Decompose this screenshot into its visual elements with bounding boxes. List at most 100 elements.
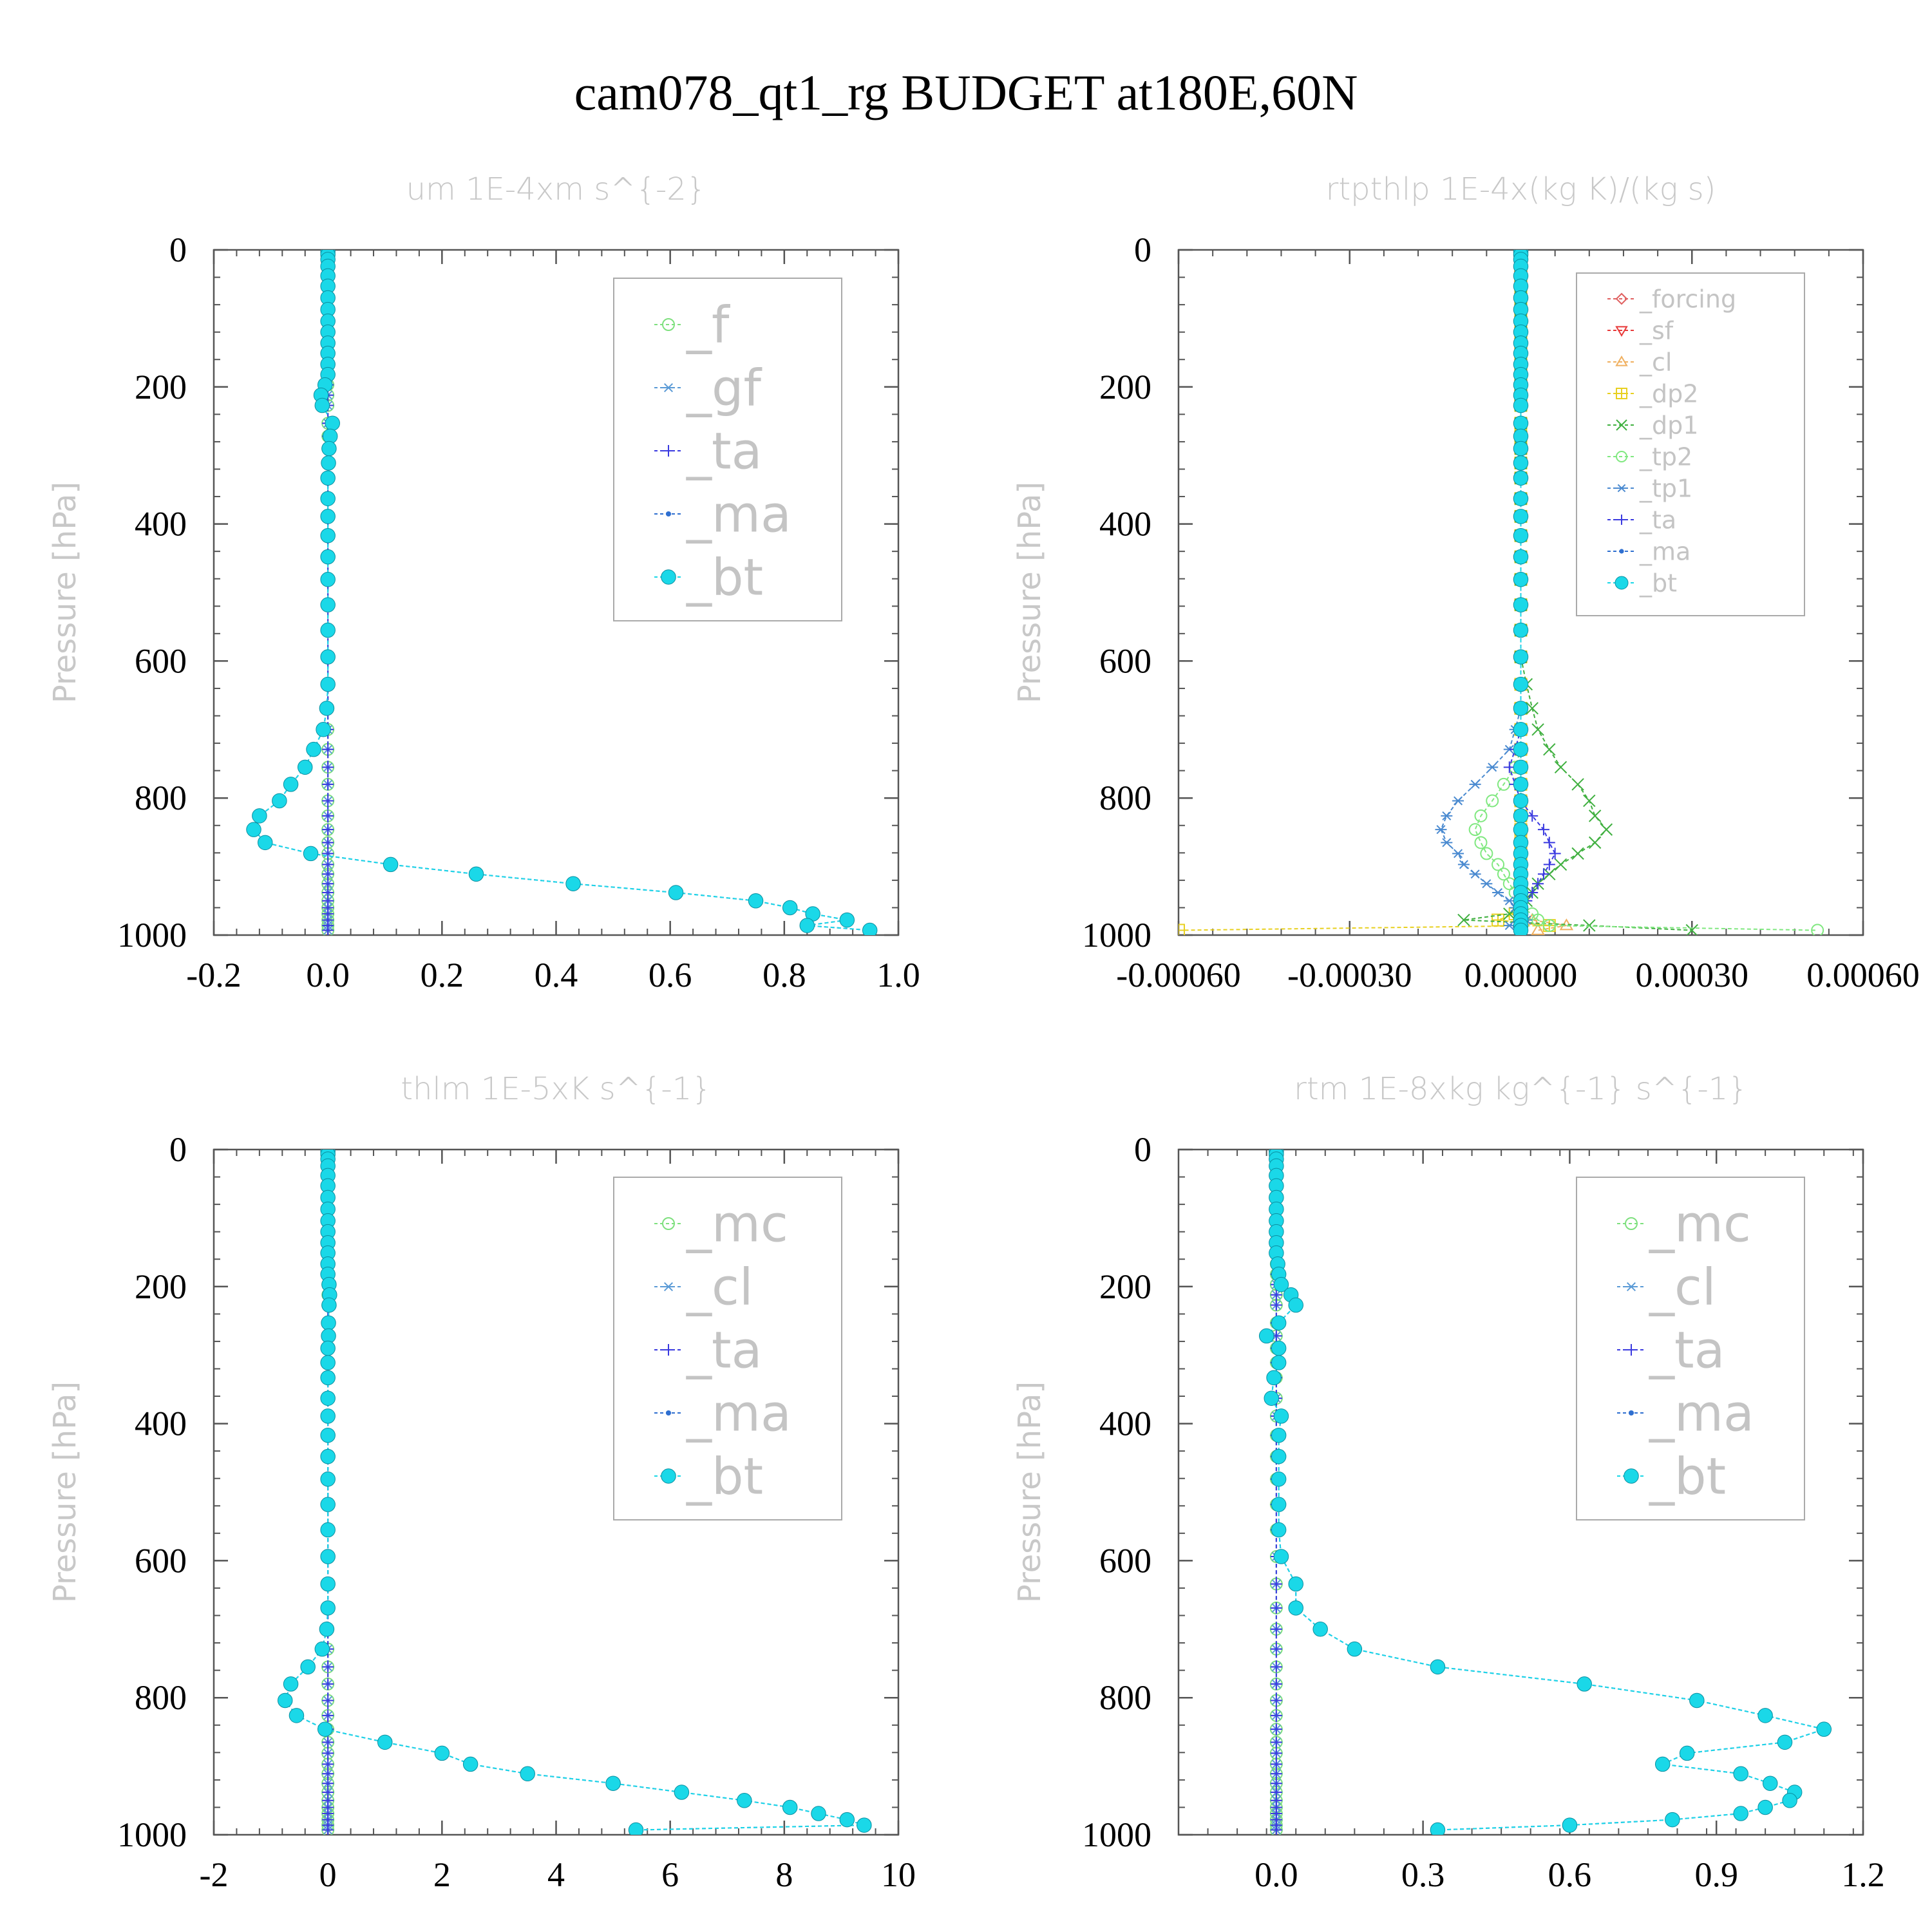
legend-marker — [663, 1344, 674, 1356]
data-point — [322, 837, 334, 849]
data-point — [1513, 440, 1529, 457]
data-point — [320, 622, 336, 638]
legend-label: _ma — [1649, 1385, 1754, 1443]
data-point — [321, 440, 337, 457]
data-point — [674, 1785, 690, 1800]
data-point — [322, 1747, 334, 1759]
legend-label: _ma — [1639, 537, 1690, 565]
legend-marker — [665, 511, 672, 517]
y-tick-label: 0 — [169, 1130, 187, 1169]
panel-title: rtpthlp 1E-4x(kg K)/(kg s) — [1326, 171, 1716, 207]
y-tick-label: 1000 — [117, 916, 187, 954]
data-point — [383, 857, 399, 873]
data-point — [1270, 1678, 1282, 1690]
data-point — [1583, 919, 1596, 932]
y-tick-label: 800 — [135, 1678, 187, 1717]
data-point — [1452, 849, 1464, 858]
data-point — [1474, 836, 1488, 849]
data-point — [782, 900, 798, 916]
y-tick-label: 200 — [135, 1267, 187, 1306]
data-point — [1264, 1390, 1280, 1406]
data-point — [319, 701, 335, 716]
data-point — [1270, 1709, 1282, 1721]
legend-label: _dp1 — [1639, 411, 1698, 439]
y-tick-label: 0 — [1134, 231, 1151, 269]
legend-marker — [1628, 1410, 1634, 1416]
y-tick-label: 600 — [1099, 641, 1151, 680]
legend-label: _cl — [1639, 348, 1672, 376]
data-point — [1513, 491, 1529, 506]
data-point — [322, 810, 334, 822]
data-point — [322, 743, 334, 755]
data-point — [303, 846, 319, 862]
data-point — [320, 470, 336, 486]
legend-marker — [1616, 515, 1627, 525]
data-point — [1271, 1472, 1287, 1487]
data-point — [321, 1315, 336, 1331]
data-point — [1273, 1408, 1289, 1424]
data-point — [1571, 847, 1584, 860]
data-point — [1270, 1289, 1282, 1301]
data-point — [320, 1472, 336, 1487]
y-tick-label: 600 — [1099, 1541, 1151, 1580]
chart-panel-thlm: thlm 1E-5xK s^{-1} Pressure [hPa] -2 0 2 4 6 8 1… — [47, 1071, 916, 1894]
data-point — [1270, 1299, 1282, 1311]
data-point — [1762, 1776, 1778, 1791]
data-point — [306, 741, 321, 757]
data-point — [320, 676, 336, 692]
legend-marker — [1616, 419, 1627, 431]
data-point — [320, 1600, 336, 1616]
data-point — [1288, 1600, 1303, 1616]
series-dp2 — [1179, 250, 1556, 935]
x-tick-label: 6 — [661, 1855, 679, 1894]
data-point — [1486, 794, 1499, 808]
legend-label: _ta — [1649, 1321, 1725, 1379]
legend-box — [1576, 1177, 1805, 1520]
legend-label: _bt — [1639, 569, 1677, 597]
legend-label: _ta — [1639, 506, 1676, 534]
data-point — [1543, 743, 1556, 756]
data-point — [839, 1812, 855, 1828]
data-point — [320, 1448, 336, 1464]
y-tick-label: 0 — [1134, 1130, 1151, 1169]
data-point — [1270, 1736, 1282, 1748]
data-point — [322, 1678, 334, 1690]
panel-title: thlm 1E-5xK s^{-1} — [401, 1071, 712, 1107]
legend-marker — [1616, 388, 1627, 399]
data-point — [1816, 1721, 1832, 1737]
data-point — [1811, 923, 1824, 935]
data-point — [1654, 1756, 1671, 1772]
data-point — [1452, 796, 1464, 806]
legend-marker — [1615, 355, 1628, 366]
x-tick-label: 0 — [319, 1855, 337, 1894]
legend-marker — [663, 445, 674, 457]
legend-marker — [661, 569, 676, 585]
data-point — [1571, 778, 1584, 791]
data-point — [1288, 1297, 1303, 1313]
data-point — [1270, 1824, 1282, 1835]
legend-label: _ma — [686, 486, 791, 544]
data-point — [314, 397, 330, 413]
x-tick-label: 0.2 — [421, 956, 464, 994]
x-tick-label: 0.9 — [1694, 1855, 1738, 1894]
data-point — [322, 1694, 334, 1707]
data-point — [1273, 1276, 1289, 1293]
data-point — [1273, 1549, 1289, 1564]
data-point — [1457, 860, 1470, 869]
data-point — [1492, 858, 1505, 871]
data-point — [322, 924, 334, 935]
series-line — [1179, 252, 1549, 931]
data-point — [1270, 1747, 1282, 1759]
y-tick-label: 1000 — [1082, 1815, 1151, 1854]
data-point — [468, 866, 484, 882]
legend: _forcing _sf _cl _dp2 _dp1 _tp2 _tp1 _ta _ma _bt — [1576, 272, 1805, 616]
data-point — [320, 649, 336, 665]
legend: _mc_cl_ta _ma_bt — [1576, 1177, 1805, 1520]
data-point — [320, 1408, 336, 1424]
legend: _mc_cl_ta _ma_bt — [613, 1177, 842, 1520]
data-point — [1486, 762, 1499, 772]
data-point — [1179, 923, 1185, 935]
data-point — [1757, 1799, 1773, 1815]
data-point — [1577, 1676, 1592, 1692]
